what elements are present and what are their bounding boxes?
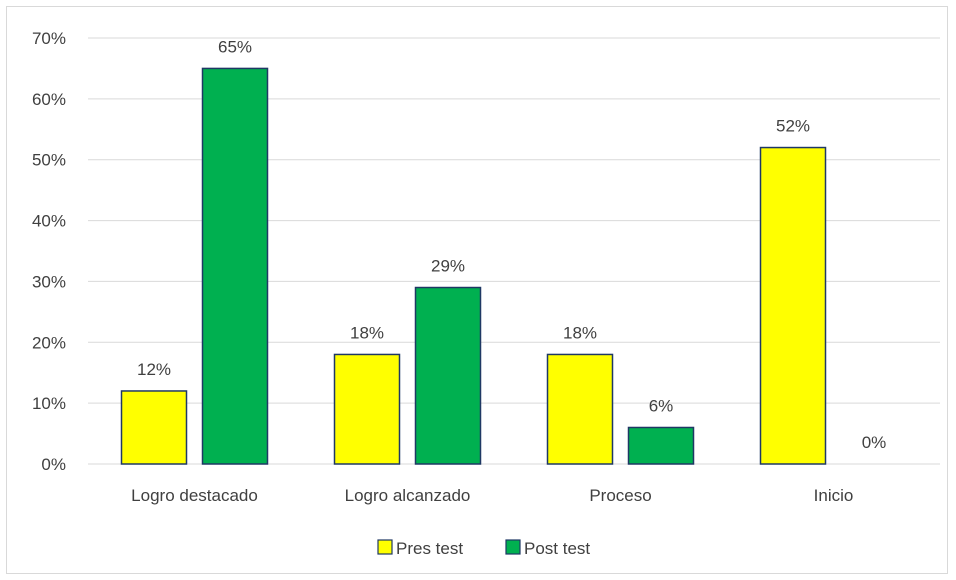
- legend-label: Pres test: [396, 539, 463, 558]
- data-labels: 12% 65% 18% 29% 18% 6% 52% 0%: [137, 37, 886, 452]
- y-tick-label: 0%: [41, 455, 66, 474]
- data-label: 0%: [862, 433, 887, 452]
- y-tick-label: 10%: [32, 394, 66, 413]
- bar-post-test: [201, 67, 269, 465]
- y-tick-label: 40%: [32, 212, 66, 231]
- legend-swatch: [505, 539, 521, 555]
- x-category-label: Inicio: [814, 486, 854, 505]
- bar-pres-test: [333, 353, 401, 465]
- data-label: 12%: [137, 360, 171, 379]
- data-label: 18%: [563, 323, 597, 342]
- data-label: 29%: [431, 257, 465, 276]
- data-label: 6%: [649, 396, 674, 415]
- y-tick-label: 60%: [32, 90, 66, 109]
- bar-post-test: [627, 426, 695, 465]
- data-label: 65%: [218, 37, 252, 56]
- data-label: 18%: [350, 323, 384, 342]
- bar-pres-test: [759, 146, 827, 465]
- y-tick-label: 70%: [32, 29, 66, 48]
- bar-post-test: [414, 286, 482, 465]
- y-tick-label: 50%: [32, 151, 66, 170]
- bar-pres-test: [546, 353, 614, 465]
- x-axis-category-labels: Logro destacado Logro alcanzado Proceso Ini…: [131, 486, 853, 505]
- x-category-label: Logro alcanzado: [345, 486, 471, 505]
- legend-swatch: [377, 539, 393, 555]
- bars: [120, 67, 827, 465]
- y-tick-label: 30%: [32, 272, 66, 291]
- x-category-label: Proceso: [589, 486, 651, 505]
- legend: Pres test Post test: [377, 539, 590, 558]
- data-label: 52%: [776, 117, 810, 136]
- y-axis-tick-labels: 0% 10% 20% 30% 40% 50% 60% 70%: [32, 29, 66, 474]
- y-tick-label: 20%: [32, 333, 66, 352]
- legend-label: Post test: [524, 539, 590, 558]
- x-category-label: Logro destacado: [131, 486, 258, 505]
- bar-pres-test: [120, 390, 188, 465]
